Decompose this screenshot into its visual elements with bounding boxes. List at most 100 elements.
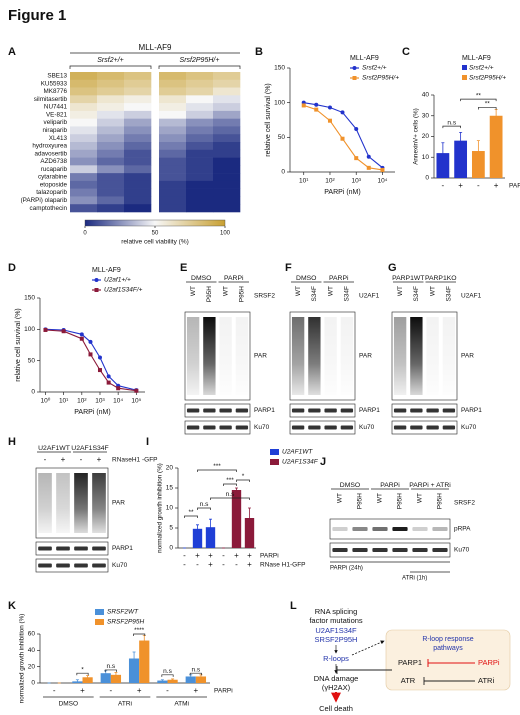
row-label: VE-821 — [46, 111, 68, 118]
bar — [436, 153, 450, 178]
diagram-text: Cell death — [319, 704, 353, 713]
colorbar-tick-label: 0 — [83, 231, 87, 237]
point — [43, 327, 48, 332]
significance-label: n.s — [226, 491, 235, 498]
significance-label: n.s — [191, 666, 200, 673]
blot-smear — [74, 473, 88, 533]
point — [380, 167, 385, 172]
heat-cell — [124, 118, 152, 127]
point — [301, 103, 306, 108]
band-label: Ku70 — [461, 424, 477, 431]
inhibitor-label: ATRi — [478, 676, 494, 685]
point — [327, 105, 332, 110]
significance-label: ** — [476, 92, 482, 99]
legend-title: MLL-AF9 — [350, 55, 379, 62]
heat-cell — [97, 204, 125, 213]
group-label: DMSO — [191, 275, 211, 282]
y-tick-label: 150 — [274, 65, 285, 72]
gene-label: U2AF1 — [359, 293, 380, 300]
error-bar — [235, 487, 238, 492]
heat-cell — [70, 134, 98, 143]
heat-cell — [186, 110, 214, 119]
y-tick-label: 50 — [278, 134, 286, 141]
heat-cell — [97, 118, 125, 127]
blot-band — [432, 548, 448, 552]
point — [116, 386, 121, 391]
heat-cell — [186, 79, 214, 88]
heat-cell — [70, 142, 98, 151]
y-tick-label: 10 — [422, 154, 430, 161]
panel-label: I — [146, 436, 149, 448]
heat-cell — [124, 142, 152, 151]
x-tick-label: 10⁴ — [113, 398, 123, 405]
heat-cell — [124, 204, 152, 213]
panel-label: L — [290, 600, 297, 612]
lane-label: WT — [222, 286, 229, 296]
bar — [192, 528, 203, 548]
heat-cell — [124, 134, 152, 143]
colorbar-label: relative cell viability (%) — [121, 239, 189, 246]
group-label: PARPi + ATRi — [409, 482, 451, 489]
heat-cell — [159, 72, 187, 81]
blot-smear — [426, 317, 439, 395]
blot-band — [332, 548, 348, 552]
heat-cell — [159, 126, 187, 135]
diagram-text: R-loop response — [422, 636, 473, 643]
row-label: PARPi — [260, 553, 279, 560]
band-label: PAR — [461, 353, 474, 360]
heat-cell — [70, 196, 98, 205]
band-label: PAR — [112, 500, 125, 507]
mutation-label: SRSF2P95H — [315, 635, 358, 644]
heat-cell — [213, 103, 241, 112]
heat-cell — [70, 149, 98, 158]
series-line — [45, 328, 137, 391]
x-tick-label: + — [458, 181, 463, 190]
point — [366, 165, 371, 170]
gene-label: SRSF2 — [254, 293, 275, 300]
band-label: PARP1 — [359, 407, 380, 414]
lane-label: + — [97, 455, 102, 464]
lane-label: P95H — [239, 286, 246, 303]
heat-cell — [159, 79, 187, 88]
legend-marker — [94, 288, 99, 292]
significance-label: ** — [188, 509, 194, 516]
legend-label: Srsf2P95H/+ — [469, 75, 506, 82]
row-label: hydroxyurea — [32, 143, 67, 150]
blot-band — [372, 527, 388, 531]
heat-cell — [186, 157, 214, 166]
point — [354, 156, 359, 161]
legend-swatch — [462, 65, 467, 70]
significance-bracket — [442, 125, 461, 129]
heat-cell — [70, 118, 98, 127]
panel-label: K — [8, 600, 16, 612]
blot-band — [426, 425, 439, 430]
blot-smear — [291, 317, 305, 395]
row-label: talazoparib — [36, 189, 67, 196]
lane-label: WT — [295, 286, 302, 296]
lane-label: WT — [327, 286, 334, 296]
heat-cell — [124, 196, 152, 205]
diagram-text: DNA damage — [314, 674, 359, 683]
group-label: PARPi — [380, 482, 400, 489]
significance-label: *** — [226, 477, 234, 484]
blot-band — [340, 425, 354, 430]
heat-cell — [70, 188, 98, 197]
error-bar — [476, 140, 480, 162]
blot-band — [308, 425, 321, 430]
point — [327, 118, 332, 123]
significance-bracket — [189, 672, 202, 676]
heat-cell — [124, 180, 152, 189]
x-tick-label: - — [53, 686, 56, 695]
heat-cell — [213, 79, 241, 88]
heat-cell — [124, 110, 152, 119]
pathway-box — [385, 629, 511, 691]
significance-label: n.s — [106, 663, 115, 670]
x-tick-label: - — [183, 560, 186, 569]
y-tick-label: 0 — [169, 545, 173, 552]
group-label: DMSO — [296, 275, 316, 282]
heat-cell — [159, 142, 187, 151]
error-bar — [171, 678, 175, 681]
panel-label: D — [8, 262, 16, 274]
